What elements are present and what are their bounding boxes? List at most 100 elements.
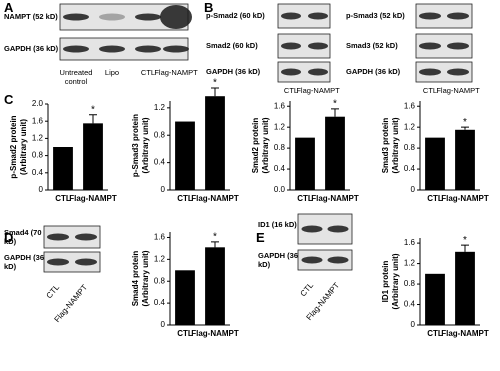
- y-tick-label: 0: [161, 320, 166, 329]
- panel-label: E: [256, 230, 265, 245]
- y-axis-label-line: Smad2 protein: [251, 118, 260, 174]
- x-tick-label: Flag-NAMPT: [441, 194, 489, 203]
- blot-band: [281, 12, 301, 20]
- bar: [295, 137, 315, 190]
- significance-mark: *: [333, 98, 337, 109]
- y-axis-label-line: p-Smad3 protein: [131, 114, 140, 177]
- error-bar: [89, 114, 97, 124]
- blot-band: [75, 233, 97, 241]
- blot-band: [75, 258, 97, 266]
- y-axis-label-line: Smad4 protein: [131, 251, 140, 307]
- lane-label: CTL: [45, 282, 62, 300]
- blot-row-label: GAPDH (36 kD): [206, 67, 261, 76]
- x-tick-label: CTL: [427, 329, 443, 338]
- blot-row-label: GAPDH (36 kD): [4, 44, 59, 53]
- significance-mark: *: [213, 78, 217, 89]
- blot-row-label: ID1 (16 kD): [258, 220, 297, 229]
- blot-row-label: GAPDH (36 kD): [258, 251, 299, 269]
- lane-label: CTL: [283, 86, 299, 95]
- lane-label: Lipo: [104, 68, 120, 77]
- blot-band: [135, 13, 161, 21]
- bar: [425, 137, 445, 190]
- blot-strip: [43, 225, 101, 249]
- bar: [83, 123, 103, 190]
- y-tick-label: 0.8: [274, 143, 286, 152]
- y-tick-label: 0: [161, 185, 166, 194]
- y-tick-label: 0.4: [32, 168, 44, 177]
- blot-row-label: Smad3 (52 kD): [346, 41, 398, 50]
- blot-band: [281, 42, 301, 50]
- x-tick-label: Flag-NAMPT: [311, 194, 359, 203]
- significance-mark: *: [463, 235, 467, 246]
- blot-band: [308, 42, 328, 50]
- blot-row-label: NAMPT (52 kD): [4, 12, 58, 21]
- blot-strip: [415, 61, 473, 83]
- panel-label: A: [4, 0, 14, 15]
- blot-band: [308, 68, 328, 76]
- y-tick-label: 0: [39, 185, 44, 194]
- y-tick-label: 0.4: [154, 158, 166, 167]
- blot-band: [281, 68, 301, 76]
- blot-band: [99, 13, 125, 21]
- blot-band: [419, 12, 441, 20]
- y-axis-label-line: p-Smad2 protein: [9, 115, 18, 178]
- y-axis-label-line: (Arbitrary unit): [19, 119, 28, 175]
- y-tick-label: 0.8: [154, 276, 166, 285]
- blot-row-label: Smad2 (60 kD): [206, 41, 258, 50]
- blot-band: [419, 68, 441, 76]
- y-tick-label: 0: [411, 320, 416, 329]
- lane-label: Flag-NAMPT: [296, 86, 340, 95]
- blot-band: [447, 68, 469, 76]
- blot-band: [99, 45, 125, 53]
- y-axis-label-line: (Arbitrary unit): [141, 117, 150, 173]
- blot-row-label: Smad4 (70 kD): [4, 228, 42, 246]
- y-axis-label-line: (Arbitrary unit): [141, 250, 150, 306]
- blot-row-label: p-Smad2 (60 kD): [206, 11, 265, 20]
- y-tick-label: 0.4: [274, 164, 286, 173]
- x-tick-label: Flag-NAMPT: [69, 194, 117, 203]
- bar: [325, 116, 345, 190]
- x-tick-label: Flag-NAMPT: [191, 329, 239, 338]
- y-tick-label: 1.2: [154, 103, 166, 112]
- error-bar: [461, 126, 469, 130]
- lane-label: Flag-NAMPT: [436, 86, 480, 95]
- y-tick-label: 1.2: [404, 122, 416, 131]
- bar: [175, 121, 195, 190]
- y-axis-label: p-Smad2 protein(Arbitrary unit): [9, 115, 28, 178]
- bar: [175, 270, 195, 325]
- blot-strip: [43, 251, 101, 273]
- x-tick-label: Flag-NAMPT: [191, 194, 239, 203]
- bar: [53, 147, 73, 190]
- blot-band: [447, 42, 469, 50]
- error-bar: [331, 108, 339, 117]
- y-axis-label: Smad4 protein(Arbitrary unit): [131, 250, 150, 306]
- y-axis-label: Smad3 protein(Arbitrary unit): [381, 117, 400, 173]
- y-tick-label: 1.6: [32, 116, 44, 125]
- panel-label: B: [204, 0, 214, 15]
- y-tick-label: 0.8: [404, 143, 416, 152]
- significance-mark: *: [463, 117, 467, 128]
- blot-band: [447, 12, 469, 20]
- y-tick-label: 1.6: [404, 101, 416, 110]
- y-tick-label: 0.8: [404, 279, 416, 288]
- bar: [425, 273, 445, 325]
- blot-band: [47, 233, 69, 241]
- lane-label: CTL: [422, 86, 438, 95]
- y-axis-label-line: (Arbitrary unit): [391, 117, 400, 173]
- y-tick-label: 0.0: [274, 185, 286, 194]
- x-tick-label: CTL: [297, 194, 313, 203]
- error-bar: [211, 241, 219, 248]
- blot-row-label: p-Smad3 (52 kD): [346, 11, 405, 20]
- blot-strip: [297, 249, 353, 271]
- blot-band: [419, 42, 441, 50]
- y-tick-label: 0.4: [404, 164, 416, 173]
- y-tick-label: 1.6: [274, 101, 286, 110]
- x-tick-label: CTL: [177, 329, 193, 338]
- bar: [205, 96, 225, 190]
- error-bar: [461, 244, 469, 252]
- y-axis-label-line: (Arbitrary unit): [261, 117, 270, 173]
- y-tick-label: 1.6: [404, 238, 416, 247]
- x-tick-label: CTL: [177, 194, 193, 203]
- blot-band: [160, 5, 192, 29]
